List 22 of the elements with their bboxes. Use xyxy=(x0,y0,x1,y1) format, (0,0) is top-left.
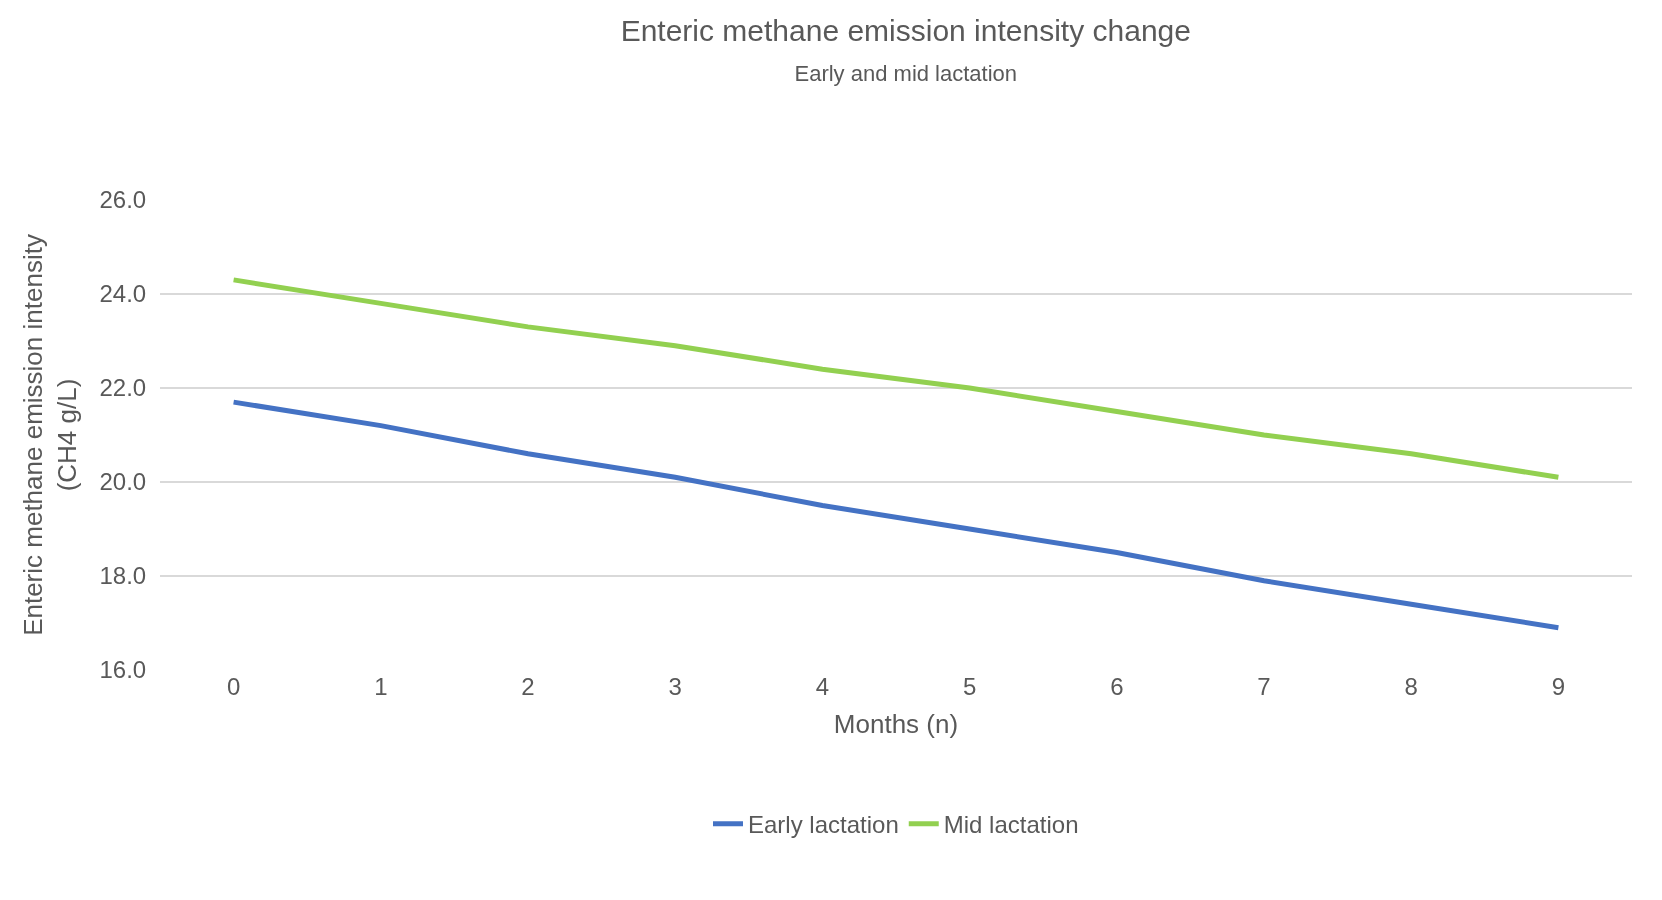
legend-label: Mid lactation xyxy=(943,811,1079,839)
y-tick-label: 16.0 xyxy=(99,656,147,684)
y-tick-label: 18.0 xyxy=(99,562,147,590)
x-tick-label: 3 xyxy=(668,673,682,700)
y-axis-title: Enteric methane emission intensity (CH4 g/L) xyxy=(18,234,82,636)
x-tick-label: 7 xyxy=(1257,673,1271,700)
y-tick-label: 26.0 xyxy=(99,186,147,214)
chart-title: Enteric methane emission intensity change xyxy=(620,13,1191,47)
x-tick-label: 1 xyxy=(374,673,388,700)
x-tick-label: 0 xyxy=(226,673,241,700)
x-tick-label: 9 xyxy=(1551,673,1566,700)
x-axis-title: Months (n) xyxy=(833,708,959,739)
x-tick-label: 2 xyxy=(521,673,535,700)
x-tick-label: 4 xyxy=(815,673,830,700)
y-tick-label: 22.0 xyxy=(99,374,147,402)
x-tick-label: 6 xyxy=(1110,673,1124,700)
x-tick-label: 8 xyxy=(1404,673,1418,700)
x-tick-label: 5 xyxy=(962,673,977,700)
y-tick-label: 20.0 xyxy=(99,468,147,496)
legend-label: Early lactation xyxy=(748,811,899,839)
y-tick-label: 24.0 xyxy=(99,280,147,308)
chart-subtitle: Early and mid lactation xyxy=(794,60,1018,86)
